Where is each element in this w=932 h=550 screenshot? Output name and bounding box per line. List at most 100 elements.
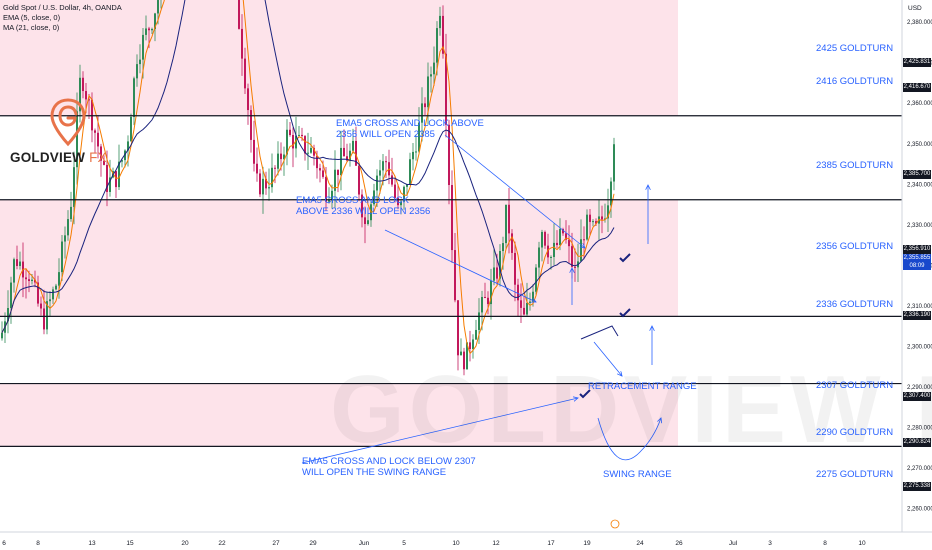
time-tick-label: 8	[36, 540, 40, 547]
candle-body	[592, 221, 594, 223]
candle-body	[313, 147, 315, 156]
candle-body	[286, 129, 288, 155]
time-tick-label: 15	[126, 540, 134, 547]
candle-body	[307, 152, 309, 154]
time-axis[interactable]: 6 8 13 15 20 22 27 29 Jun 5 10 12 17 19 24 26 Jul 3 8 10	[0, 519, 932, 547]
currency-label: USD	[908, 5, 922, 12]
candle-body	[421, 103, 423, 123]
candle-body	[538, 247, 540, 268]
candle-body	[115, 171, 117, 188]
candle-body	[385, 161, 387, 163]
price-tick-label: 2,340.000	[907, 182, 932, 188]
candle-body	[553, 242, 555, 257]
ma-legend[interactable]: MA (21, close, 0)	[3, 23, 60, 32]
candle-body	[106, 164, 108, 192]
candle-body	[418, 122, 420, 152]
candle-body	[475, 329, 477, 340]
time-tick-label: 13	[88, 540, 96, 547]
candle-body	[607, 205, 609, 219]
price-tick-label: 2,270.000	[907, 466, 932, 472]
candle-body	[298, 134, 300, 136]
price-tag-2275: 2,275.338	[903, 482, 931, 491]
ema-legend[interactable]: EMA (5, close, 0)	[3, 13, 61, 22]
candle-body	[55, 285, 57, 290]
candle-body	[442, 15, 444, 54]
candle-body	[463, 351, 465, 370]
candle-body	[391, 175, 393, 185]
candle-body	[142, 34, 144, 60]
candle-body	[256, 163, 258, 174]
candle-body	[97, 132, 99, 147]
candle-body	[574, 266, 576, 268]
time-tick-label: 26	[675, 540, 683, 547]
candle-body	[151, 28, 153, 31]
time-tick-label: 10	[452, 540, 460, 547]
candle-body	[409, 159, 411, 185]
price-tick-label: 2,290.000	[907, 385, 932, 391]
candle-body	[88, 99, 90, 101]
candle-body	[613, 144, 615, 182]
level-label-2356: 2356 GOLDTURN	[816, 241, 894, 252]
candle-body	[541, 231, 543, 248]
candle-body	[58, 272, 60, 286]
candle-body	[79, 77, 81, 112]
candle-body	[406, 184, 408, 187]
candle-body	[355, 140, 357, 166]
candle-body	[415, 151, 417, 153]
candle-body	[277, 153, 279, 169]
check-mark-icon	[619, 253, 631, 263]
annotation-swing-range: SWING RANGE	[603, 469, 672, 480]
zone-layer	[0, 0, 678, 447]
level-label-2307: 2307 GOLDTURN	[816, 380, 894, 391]
candle-body	[19, 261, 21, 266]
candle-body	[496, 267, 498, 279]
candle-body	[529, 301, 531, 303]
brand-name: GOLDVIEW FX	[10, 150, 107, 165]
location-pin-icon	[50, 98, 86, 147]
candle-body	[358, 165, 360, 195]
symbol-title[interactable]: Gold Spot / U.S. Dollar, 4h, OANDA	[3, 3, 122, 12]
swing-curve-arrow	[597, 418, 661, 461]
candle-body	[352, 140, 354, 151]
time-tick-label: 19	[583, 540, 591, 547]
candle-body	[94, 130, 96, 133]
candle-body	[118, 161, 120, 188]
candle-body	[373, 190, 375, 205]
candle-body	[154, 13, 156, 29]
candle-body	[241, 28, 243, 59]
candle-body	[478, 312, 480, 330]
candle-body	[466, 342, 468, 370]
candle-body	[61, 241, 63, 273]
candle-body	[52, 289, 54, 300]
candle-body	[268, 187, 270, 189]
level-label-2275: 2275 GOLDTURN	[816, 469, 894, 480]
candle-body	[283, 154, 285, 160]
time-tick-label: 12	[492, 540, 500, 547]
price-tick-label: 2,380.000	[907, 20, 932, 26]
candle-body	[49, 299, 51, 302]
price-tick-label: 2,280.000	[907, 425, 932, 431]
candle-body	[340, 147, 342, 176]
candle-body	[586, 214, 588, 240]
price-tick-label: 2,360.000	[907, 101, 932, 107]
candle-body	[511, 233, 513, 253]
candle-body	[82, 77, 84, 92]
candle-body	[433, 62, 435, 75]
candle-body	[439, 15, 441, 29]
candle-body	[13, 259, 15, 283]
level-label-2416: 2416 GOLDTURN	[816, 76, 894, 87]
annotation-retracement-range: RETRACEMENT RANGE	[588, 381, 697, 392]
annotation-ema5-above-2356: EMA5 CROSS AND LOCK ABOVE 2356 WILL OPEN…	[336, 118, 484, 140]
zone-2	[0, 199, 678, 317]
candle-body	[265, 178, 267, 189]
chart-legend: Gold Spot / U.S. Dollar, 4h, OANDA EMA (…	[3, 3, 122, 33]
candle-body	[595, 221, 597, 224]
candle-body	[547, 245, 549, 258]
candle-body	[121, 160, 123, 162]
price-tag-2356: 2,356.910	[903, 245, 931, 254]
candle-body	[337, 169, 339, 176]
candle-body	[325, 176, 327, 202]
price-tag-2425: 2,425.831	[903, 58, 931, 67]
candle-body	[25, 277, 27, 280]
